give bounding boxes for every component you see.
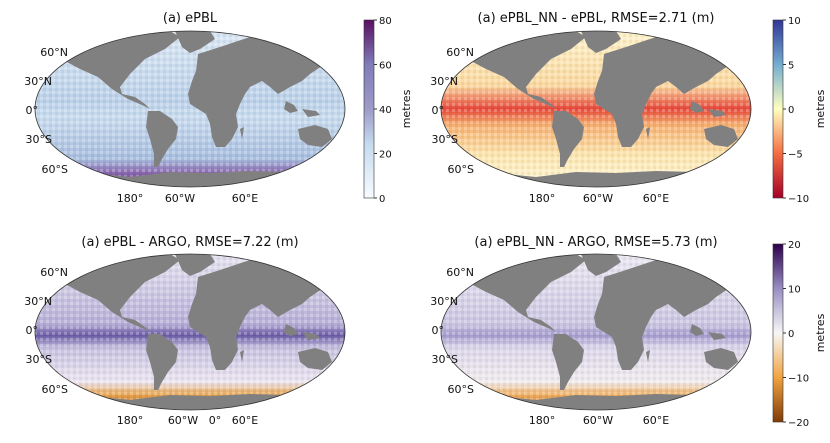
lat-label: 60°S xyxy=(448,383,474,396)
panel-3: (a) ePBL - ARGO, RMSE=7.22 (m) 60°N 30°N… xyxy=(24,235,346,427)
colorbar-1: 80 60 40 20 0 metres xyxy=(363,16,413,205)
colorbar-tick: 0 xyxy=(788,105,794,116)
panel-1: (a) ePBL 60°N 30°N 0° 30°S 60°S 180° 60°… xyxy=(24,11,346,205)
lat-label: 30°S xyxy=(26,133,52,146)
lat-label: 0° xyxy=(26,104,39,117)
lat-label: 30°N xyxy=(24,75,52,88)
panel-2: (a) ePBL_NN - ePBL, RMSE=2.71 (m) 60°N 3… xyxy=(430,11,752,205)
lat-label: 30°S xyxy=(432,133,458,146)
panel-1-title: (a) ePBL xyxy=(163,11,218,26)
panel-2-lat-labels: 60°N 30°N 0° 30°S 60°S xyxy=(430,46,474,176)
colorbar-2: 10 5 0 −5 −10 metres xyxy=(772,16,827,205)
lon-label: 60°E xyxy=(643,414,669,427)
lat-label: 60°N xyxy=(446,46,474,59)
lat-label: 60°S xyxy=(448,163,474,176)
colorbar-2-ticks: 10 5 0 −5 −10 xyxy=(783,16,809,205)
colorbar-tick: 0 xyxy=(379,194,385,205)
lat-label: 0° xyxy=(432,104,445,117)
colorbar-tick: −20 xyxy=(788,418,809,429)
panel-4-title: (a) ePBL_NN - ARGO, RMSE=5.73 (m) xyxy=(474,235,717,250)
lon-label: 60°E xyxy=(232,414,258,427)
panel-3-lat-labels: 60°N 30°N 0° 30°S 60°S xyxy=(24,266,68,396)
lat-label: 60°S xyxy=(42,163,68,176)
colorbar-tick: 20 xyxy=(379,150,392,161)
colorbar-3-ticks: 20 10 0 −10 −20 xyxy=(783,240,809,429)
panel-3-map xyxy=(34,253,346,411)
panel-2-map xyxy=(440,30,752,188)
colorbar-tick: 0 xyxy=(788,329,794,340)
panel-4: (a) ePBL_NN - ARGO, RMSE=5.73 (m) 60°N 3… xyxy=(430,235,752,427)
colorbar-tick: 10 xyxy=(788,285,801,296)
lat-label: 60°N xyxy=(40,266,68,279)
colorbar-3: 20 10 0 −10 −20 metres xyxy=(772,240,827,429)
lon-label: 0° xyxy=(209,414,222,427)
colorbar-tick: 5 xyxy=(788,61,794,72)
colorbar-tick: 80 xyxy=(379,16,392,27)
lon-label: 60°E xyxy=(643,192,669,205)
colorbar-tick: 60 xyxy=(379,61,392,72)
lat-label: 30°S xyxy=(26,353,52,366)
lon-label: 60°W xyxy=(583,192,613,205)
panel-2-lon-labels: 180° 60°W 60°E xyxy=(529,192,670,205)
panel-1-lat-labels: 60°N 30°N 0° 30°S 60°S xyxy=(24,46,68,176)
panel-3-title: (a) ePBL - ARGO, RMSE=7.22 (m) xyxy=(81,235,298,250)
colorbar-2-label: metres xyxy=(814,89,827,128)
lat-label: 0° xyxy=(26,324,39,337)
panel-1-map xyxy=(34,30,346,188)
lon-label: 60°W xyxy=(583,414,613,427)
lat-label: 0° xyxy=(432,324,445,337)
panel-4-lat-labels: 60°N 30°N 0° 30°S 60°S xyxy=(430,266,474,396)
lat-label: 60°S xyxy=(42,383,68,396)
panel-4-lon-labels: 180° 60°W 60°E xyxy=(529,414,670,427)
panel-2-title: (a) ePBL_NN - ePBL, RMSE=2.71 (m) xyxy=(478,11,715,26)
lon-label: 180° xyxy=(529,414,556,427)
colorbar-1-ticks: 80 60 40 20 0 xyxy=(374,16,392,205)
colorbar-3-label: metres xyxy=(814,313,827,352)
lat-label: 30°N xyxy=(430,295,458,308)
lat-label: 60°N xyxy=(446,266,474,279)
lat-label: 30°N xyxy=(430,75,458,88)
lon-label: 180° xyxy=(117,414,144,427)
lon-label: 180° xyxy=(529,192,556,205)
colorbar-tick: 10 xyxy=(788,16,801,27)
colorbar-tick: −5 xyxy=(788,150,803,161)
colorbar-1-label: metres xyxy=(400,89,413,128)
lat-label: 30°N xyxy=(24,295,52,308)
lat-label: 60°N xyxy=(40,46,68,59)
colorbar-tick: −10 xyxy=(788,374,809,385)
lon-label: 60°W xyxy=(165,192,195,205)
colorbar-tick: −10 xyxy=(788,194,809,205)
colorbar-tick: 20 xyxy=(788,240,801,251)
lon-label: 60°E xyxy=(232,192,258,205)
colorbar-tick: 40 xyxy=(379,105,392,116)
lon-label: 60°W xyxy=(168,414,198,427)
panel-1-lon-labels: 180° 60°W 60°E xyxy=(117,192,259,205)
lat-label: 30°S xyxy=(432,353,458,366)
panel-4-map xyxy=(440,253,752,411)
panel-3-lon-labels: 180° 60°W 0° 60°E xyxy=(117,414,259,427)
lon-label: 180° xyxy=(117,192,144,205)
